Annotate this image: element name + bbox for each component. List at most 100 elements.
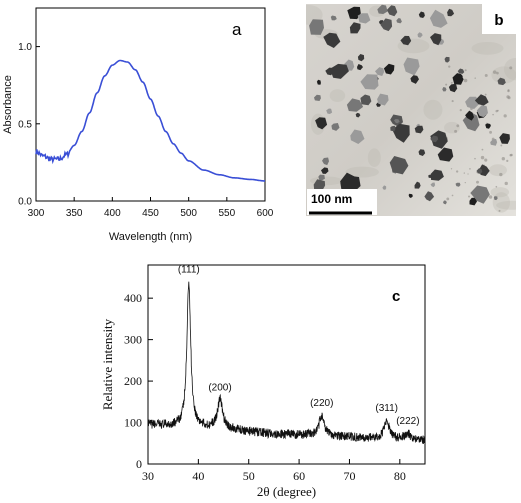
tem-nanoparticle bbox=[394, 119, 400, 124]
tem-speckle bbox=[498, 209, 501, 212]
tem-speckle bbox=[492, 113, 494, 116]
tem-nanoparticle bbox=[490, 139, 498, 146]
tem-nanoparticle bbox=[437, 147, 454, 162]
panel-c-y-tick-label: 300 bbox=[124, 333, 142, 347]
tem-nanoparticle bbox=[430, 33, 442, 46]
tem-nanoparticle bbox=[403, 57, 420, 76]
tem-nanoparticle bbox=[493, 196, 498, 201]
tem-nanoparticle bbox=[330, 15, 337, 21]
tem-nanoparticle bbox=[429, 9, 448, 28]
tem-nanoparticle bbox=[315, 117, 328, 130]
tem-speckle bbox=[450, 168, 453, 170]
tem-speckle bbox=[464, 69, 467, 72]
tem-nanoparticle bbox=[329, 63, 349, 79]
tem-nanoparticle bbox=[476, 168, 483, 174]
tem-nanoparticle bbox=[447, 8, 455, 17]
tem-speckle bbox=[501, 157, 505, 161]
panel-c-x-tick-label: 40 bbox=[192, 469, 204, 483]
tem-speckle bbox=[454, 129, 458, 133]
tem-nanoparticle bbox=[347, 6, 361, 20]
tem-nanoparticle bbox=[479, 164, 490, 177]
panel-c-xrd-pattern-line bbox=[147, 281, 426, 445]
panel-c-y-tick-label: 100 bbox=[124, 416, 142, 430]
scale-bar-background bbox=[307, 189, 377, 215]
peak-label: (111) bbox=[178, 265, 200, 276]
tem-nanoparticle bbox=[349, 22, 361, 34]
tem-speckle bbox=[489, 130, 492, 134]
tem-background-blob bbox=[471, 41, 504, 55]
tem-speckle bbox=[503, 114, 507, 118]
tem-nanoparticle bbox=[318, 174, 325, 181]
tem-speckle bbox=[509, 66, 513, 70]
tem-nanoparticle bbox=[360, 74, 379, 90]
tem-nanoparticle bbox=[326, 108, 333, 114]
tem-background-blob bbox=[367, 148, 381, 168]
tem-nanoparticle bbox=[443, 200, 447, 205]
tem-nanoparticle bbox=[322, 157, 329, 166]
tem-background-blob bbox=[444, 121, 460, 134]
tem-nanoparticle bbox=[400, 35, 412, 46]
tem-nanoparticle bbox=[386, 5, 398, 17]
tem-speckle bbox=[484, 73, 488, 77]
panel-a-x-tick-label: 400 bbox=[104, 208, 121, 219]
tem-speckle bbox=[506, 159, 509, 162]
panel-c-plot-frame bbox=[147, 264, 426, 465]
tem-nanoparticle bbox=[469, 197, 477, 206]
tem-speckle bbox=[484, 158, 488, 162]
tem-nanoparticle bbox=[377, 93, 389, 106]
tem-nanoparticle bbox=[383, 63, 395, 75]
tem-nanoparticle bbox=[499, 133, 510, 144]
tem-background-blob bbox=[345, 166, 379, 178]
tem-nanoparticle bbox=[357, 13, 371, 24]
tem-speckle bbox=[474, 157, 476, 160]
tem-nanoparticle bbox=[455, 182, 461, 187]
panel-b-tem-micrograph: b 100 nm bbox=[306, 4, 516, 216]
tem-nanoparticle bbox=[390, 125, 396, 132]
tem-background-blob bbox=[329, 89, 346, 103]
tem-nanoparticle bbox=[396, 18, 402, 24]
tem-background-blob bbox=[423, 99, 443, 120]
tem-speckle bbox=[504, 181, 508, 186]
panel-c-y-axis-label: Relative intensity bbox=[100, 318, 115, 410]
tem-speckle bbox=[469, 168, 471, 170]
panel-a-x-tick-label: 550 bbox=[218, 208, 235, 219]
scale-bar-label: 100 nm bbox=[311, 192, 352, 206]
panel-a-letter: a bbox=[232, 20, 242, 39]
tem-speckle bbox=[468, 195, 471, 198]
tem-nanoparticle bbox=[414, 125, 424, 134]
tem-speckle bbox=[484, 93, 487, 96]
tem-nanoparticle bbox=[321, 167, 329, 174]
tem-nanoparticle bbox=[497, 77, 506, 86]
tem-nanoparticle bbox=[360, 94, 372, 106]
tem-speckle bbox=[467, 173, 469, 175]
panel-b-letter-box bbox=[482, 4, 516, 34]
tem-nanoparticle bbox=[380, 18, 393, 32]
panel-b-letter: b bbox=[494, 12, 503, 29]
tem-speckle bbox=[507, 89, 510, 93]
tem-nanoparticle bbox=[355, 112, 361, 118]
tem-speckle bbox=[448, 65, 451, 68]
panel-c-y-tick-label: 0 bbox=[136, 457, 142, 471]
peak-label: (222) bbox=[396, 416, 419, 427]
panel-c-peak-labels: (111) (200) (220) (311) (222) bbox=[178, 265, 420, 428]
panel-c-ticks: 30 40 50 60 70 80 0 100 200 300 400 bbox=[124, 291, 406, 483]
tem-nanoparticle bbox=[389, 156, 409, 175]
peak-label: (200) bbox=[208, 382, 231, 393]
peak-label: (311) bbox=[375, 403, 398, 414]
panel-c-y-tick-label: 200 bbox=[124, 374, 142, 388]
tem-nanoparticle bbox=[377, 4, 388, 14]
panel-a-x-tick-label: 500 bbox=[180, 208, 197, 219]
tem-speckle bbox=[496, 109, 499, 112]
tem-nanoparticle bbox=[410, 75, 419, 84]
tem-nanoparticle bbox=[418, 149, 426, 156]
tem-nanoparticle bbox=[323, 32, 341, 48]
tem-nanoparticle bbox=[375, 67, 385, 76]
tem-speckle bbox=[459, 109, 462, 112]
tem-nanoparticle bbox=[314, 94, 321, 101]
panel-a-y-tick-label: 0.0 bbox=[18, 197, 32, 208]
panel-a-x-tick-label: 350 bbox=[66, 208, 83, 219]
tem-speckle bbox=[492, 70, 497, 74]
tem-nanoparticle bbox=[474, 94, 489, 106]
panel-c-letter: c bbox=[392, 288, 400, 305]
